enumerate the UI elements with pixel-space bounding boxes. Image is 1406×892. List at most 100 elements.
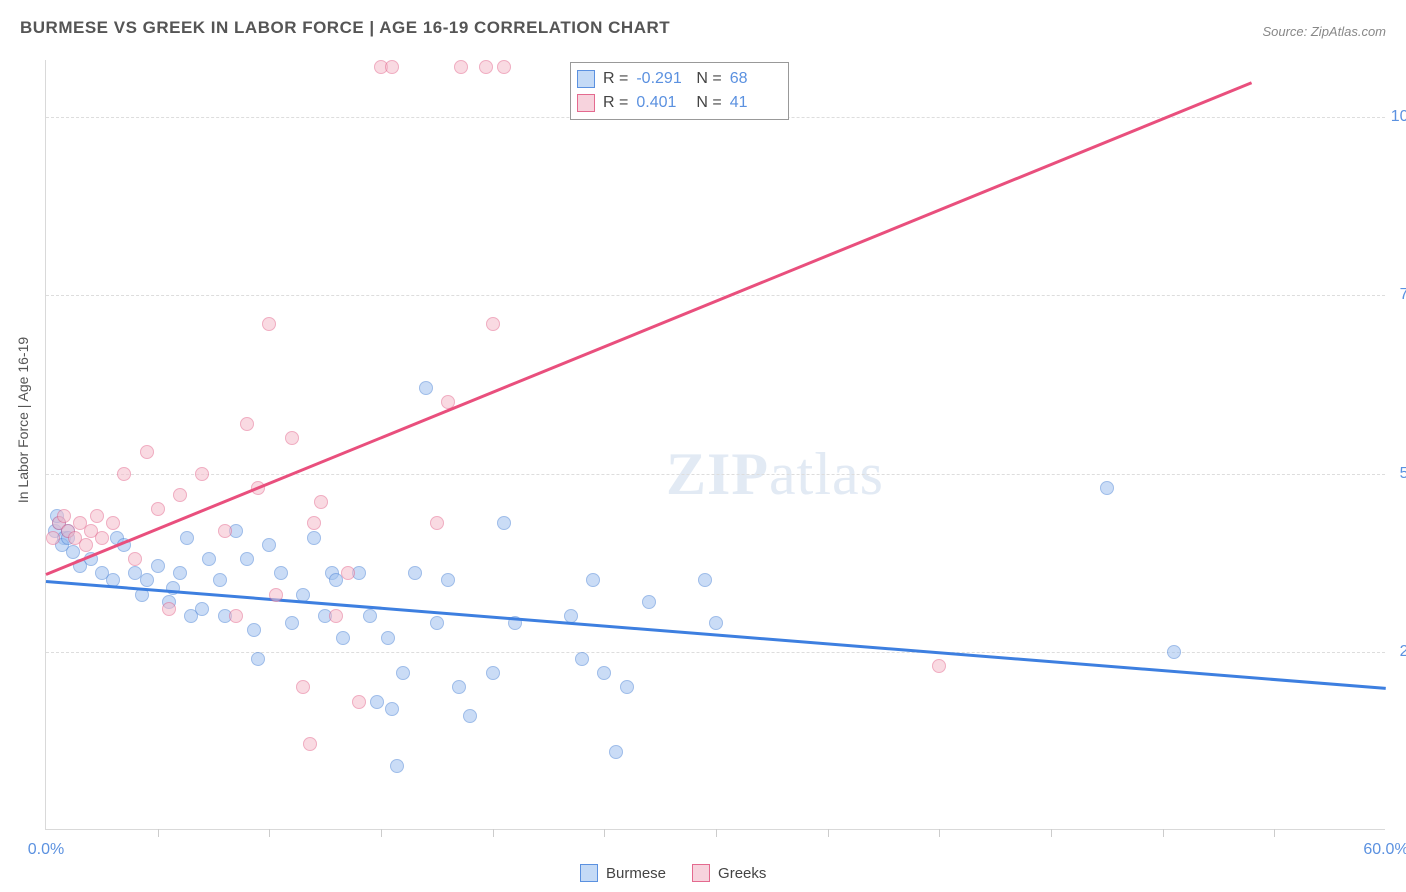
data-point <box>597 666 611 680</box>
data-point <box>251 652 265 666</box>
data-point <box>352 695 366 709</box>
data-point <box>95 531 109 545</box>
data-point <box>370 695 384 709</box>
data-point <box>341 566 355 580</box>
y-tick-label: 100.0% <box>1391 108 1406 126</box>
trend-line <box>45 81 1252 576</box>
data-point <box>1167 645 1181 659</box>
data-point <box>303 737 317 751</box>
data-point <box>486 317 500 331</box>
data-point <box>202 552 216 566</box>
y-tick-label: 25.0% <box>1400 643 1406 661</box>
data-point <box>381 631 395 645</box>
data-point <box>642 595 656 609</box>
data-point <box>430 516 444 530</box>
correlation-stats-box: R = -0.291 N = 68 R = 0.401 N = 41 <box>570 62 789 120</box>
chart-title: BURMESE VS GREEK IN LABOR FORCE | AGE 16… <box>20 18 670 38</box>
data-point <box>151 502 165 516</box>
data-point <box>262 317 276 331</box>
data-point <box>307 516 321 530</box>
burmese-r-value: -0.291 <box>636 67 688 91</box>
data-point <box>586 573 600 587</box>
data-point <box>497 60 511 74</box>
data-point <box>240 552 254 566</box>
data-point <box>117 467 131 481</box>
chart-container: BURMESE VS GREEK IN LABOR FORCE | AGE 16… <box>0 0 1406 892</box>
data-point <box>162 602 176 616</box>
data-point <box>140 445 154 459</box>
data-point <box>385 60 399 74</box>
data-point <box>57 509 71 523</box>
data-point <box>932 659 946 673</box>
data-point <box>441 573 455 587</box>
legend-item-burmese: Burmese <box>580 864 666 882</box>
greeks-swatch-icon <box>577 94 595 112</box>
data-point <box>385 702 399 716</box>
data-point <box>329 609 343 623</box>
data-point <box>396 666 410 680</box>
y-tick-label: 50.0% <box>1400 465 1406 483</box>
data-point <box>46 531 60 545</box>
data-point <box>430 616 444 630</box>
data-point <box>173 488 187 502</box>
data-point <box>140 573 154 587</box>
data-point <box>262 538 276 552</box>
data-point <box>479 60 493 74</box>
data-point <box>609 745 623 759</box>
data-point <box>419 381 433 395</box>
data-point <box>247 623 261 637</box>
x-tick-label: 0.0% <box>28 841 64 859</box>
data-point <box>274 566 288 580</box>
stats-row-burmese: R = -0.291 N = 68 <box>577 67 782 91</box>
data-point <box>269 588 283 602</box>
data-point <box>285 616 299 630</box>
greeks-n-value: 41 <box>730 91 782 115</box>
data-point <box>314 495 328 509</box>
data-point <box>66 545 80 559</box>
data-point <box>486 666 500 680</box>
data-point <box>195 602 209 616</box>
burmese-swatch-icon <box>577 70 595 88</box>
x-tick <box>604 829 605 837</box>
data-point <box>128 552 142 566</box>
data-point <box>79 538 93 552</box>
data-point <box>218 524 232 538</box>
gridline <box>46 652 1385 653</box>
n-label: N = <box>696 91 721 115</box>
data-point <box>575 652 589 666</box>
legend: Burmese Greeks <box>580 864 766 882</box>
data-point <box>408 566 422 580</box>
data-point <box>307 531 321 545</box>
x-tick <box>1051 829 1052 837</box>
data-point <box>240 417 254 431</box>
data-point <box>336 631 350 645</box>
greeks-swatch-icon <box>692 864 710 882</box>
data-point <box>452 680 466 694</box>
x-tick <box>716 829 717 837</box>
burmese-n-value: 68 <box>730 67 782 91</box>
data-point <box>1100 481 1114 495</box>
x-tick <box>1274 829 1275 837</box>
x-tick <box>1163 829 1164 837</box>
n-label: N = <box>696 67 721 91</box>
data-point <box>709 616 723 630</box>
legend-item-greeks: Greeks <box>692 864 766 882</box>
data-point <box>497 516 511 530</box>
y-tick-label: 75.0% <box>1400 286 1406 304</box>
x-tick-label: 60.0% <box>1363 841 1406 859</box>
data-point <box>285 431 299 445</box>
data-point <box>229 609 243 623</box>
x-tick <box>381 829 382 837</box>
r-label: R = <box>603 91 628 115</box>
data-point <box>173 566 187 580</box>
trend-line <box>46 580 1386 690</box>
data-point <box>195 467 209 481</box>
r-label: R = <box>603 67 628 91</box>
plot-area: ZIPatlas 25.0%50.0%75.0%100.0%0.0%60.0% <box>45 60 1385 830</box>
data-point <box>151 559 165 573</box>
greeks-r-value: 0.401 <box>636 91 688 115</box>
x-tick <box>939 829 940 837</box>
data-point <box>390 759 404 773</box>
source-label: Source: ZipAtlas.com <box>1262 24 1386 39</box>
x-tick <box>158 829 159 837</box>
